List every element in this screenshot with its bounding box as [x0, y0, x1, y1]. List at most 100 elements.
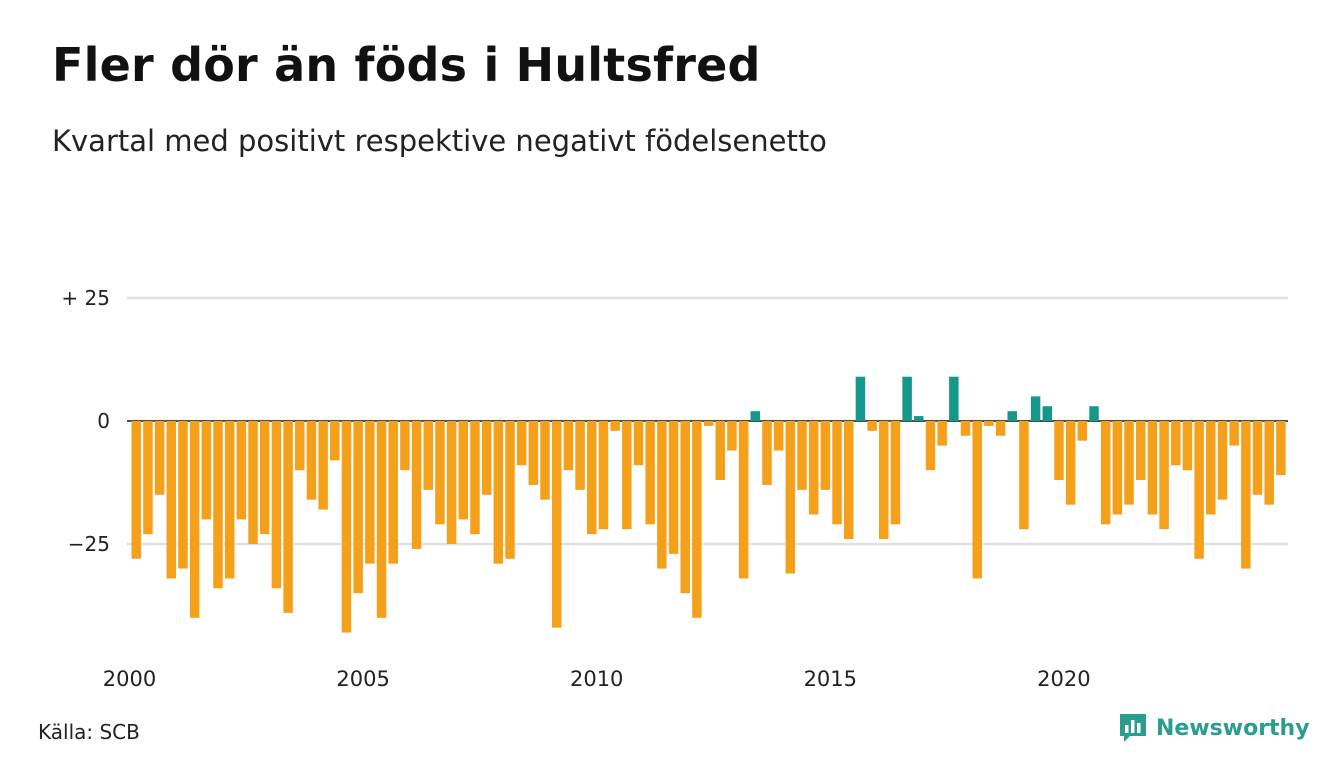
bar-2009-k1: [551, 421, 562, 628]
bar-2008-k3: [528, 421, 539, 485]
source-note: Källa: SCB: [38, 720, 140, 744]
bar-2016-k4: [914, 416, 924, 421]
x-tick-label: 2015: [804, 667, 857, 691]
bar-2006-k2: [423, 421, 433, 490]
bar-2005-k2: [376, 421, 387, 618]
bar-2022-k1: [1159, 421, 1169, 530]
bar-2014-k3: [808, 421, 819, 515]
bar-2021-k4: [1147, 421, 1158, 515]
bar-2001-k4: [213, 421, 223, 589]
bar-2015-k2: [843, 421, 854, 540]
bar-2010-k4: [633, 421, 644, 466]
bar-2010-k3: [622, 421, 632, 530]
bar-2008-k1: [505, 421, 515, 559]
bar-2015-k4: [867, 421, 877, 431]
bar-2019-k1: [1019, 421, 1029, 530]
bar-2018-k4: [1007, 411, 1017, 421]
bar-2009-k2: [563, 421, 574, 471]
bar-2012-k1: [692, 421, 702, 618]
bar-2018-k2: [984, 421, 994, 426]
bar-chart-logo-icon: [1120, 714, 1146, 742]
x-tick-label: 2010: [570, 667, 623, 691]
bar-2004-k3: [341, 421, 352, 633]
bar-2003-k2: [283, 421, 293, 613]
bar-2016-k1: [879, 421, 889, 540]
bar-2013-k3: [762, 421, 772, 485]
bar-2006-k4: [446, 421, 457, 544]
bar-2019-k4: [1054, 421, 1064, 481]
bar-2010-k1: [598, 421, 609, 530]
bar-2005-k1: [365, 421, 375, 564]
x-tick-label: 2000: [103, 667, 156, 691]
bar-2017-k2: [937, 421, 947, 446]
bar-2003-k4: [306, 421, 317, 500]
bar-2017-k1: [925, 421, 936, 471]
bar-2000-k2: [143, 421, 153, 535]
bar-2017-k3: [949, 376, 959, 421]
bar-2022-k4: [1194, 421, 1204, 559]
bar-2004-k1: [318, 421, 328, 510]
bar-2002-k1: [224, 421, 235, 579]
bar-2022-k2: [1171, 421, 1181, 466]
bar-2021-k2: [1124, 421, 1134, 505]
bar-2004-k4: [353, 421, 363, 594]
y-tick-label: −25: [68, 532, 110, 556]
y-tick-label: + 25: [61, 286, 110, 310]
bar-2016-k2: [890, 421, 901, 525]
bar-2001-k1: [178, 421, 188, 569]
bar-2011-k4: [680, 421, 690, 594]
bar-2012-k3: [715, 421, 725, 481]
bar-2016-k3: [902, 376, 912, 421]
bar-2013-k1: [738, 421, 749, 579]
bar-2012-k2: [703, 421, 714, 426]
bar-2002-k2: [236, 421, 247, 520]
bar-2003-k3: [295, 421, 305, 471]
bar-2024-k3: [1276, 421, 1286, 476]
bar-2019-k3: [1042, 406, 1053, 421]
brand-logo: Newsworthy: [1118, 712, 1310, 744]
bar-2022-k3: [1182, 421, 1193, 471]
bar-2000-k4: [166, 421, 177, 579]
bar-2024-k1: [1252, 421, 1263, 495]
bar-2020-k3: [1089, 406, 1099, 421]
bar-2021-k3: [1135, 421, 1146, 481]
bar-2008-k4: [540, 421, 550, 500]
bar-2011-k2: [657, 421, 667, 569]
axis-labels: + 25 0 −25 2000 2005 2010 2015 2020: [61, 286, 1090, 691]
bar-2013-k4: [773, 421, 784, 451]
bar-2008-k2: [516, 421, 527, 466]
bar-2013-k2: [750, 411, 761, 421]
bar-2007-k4: [493, 421, 504, 564]
bar-2018-k3: [995, 421, 1006, 436]
bar-2000-k3: [154, 421, 165, 495]
bar-2009-k4: [587, 421, 597, 535]
bar-2020-k1: [1065, 421, 1076, 505]
bar-2003-k1: [271, 421, 282, 589]
bar-2000-k1: [131, 421, 141, 559]
bar-2019-k2: [1030, 396, 1041, 421]
bar-2012-k4: [727, 421, 737, 451]
bar-2020-k2: [1077, 421, 1088, 441]
x-tick-label: 2020: [1037, 667, 1090, 691]
bar-2009-k3: [575, 421, 585, 490]
bar-2002-k3: [248, 421, 258, 544]
bar-2011-k3: [668, 421, 679, 554]
bar-2007-k2: [470, 421, 480, 535]
bar-2024-k2: [1264, 421, 1274, 505]
bar-2005-k3: [388, 421, 398, 564]
bar-2023-k4: [1241, 421, 1251, 569]
chart-title: Fler dör än föds i Hultsfred: [52, 38, 761, 92]
bar-2014-k4: [820, 421, 831, 490]
bar-2017-k4: [960, 421, 971, 436]
bar-2010-k2: [610, 421, 620, 431]
bar-2007-k1: [458, 421, 469, 520]
bar-2006-k1: [411, 421, 422, 549]
bar-2004-k2: [330, 421, 340, 461]
bar-2015-k3: [855, 376, 866, 421]
bar-2001-k3: [201, 421, 212, 520]
bar-2023-k1: [1206, 421, 1216, 515]
bars: [131, 376, 1286, 633]
bar-2014-k1: [785, 421, 796, 574]
x-tick-label: 2005: [336, 667, 389, 691]
